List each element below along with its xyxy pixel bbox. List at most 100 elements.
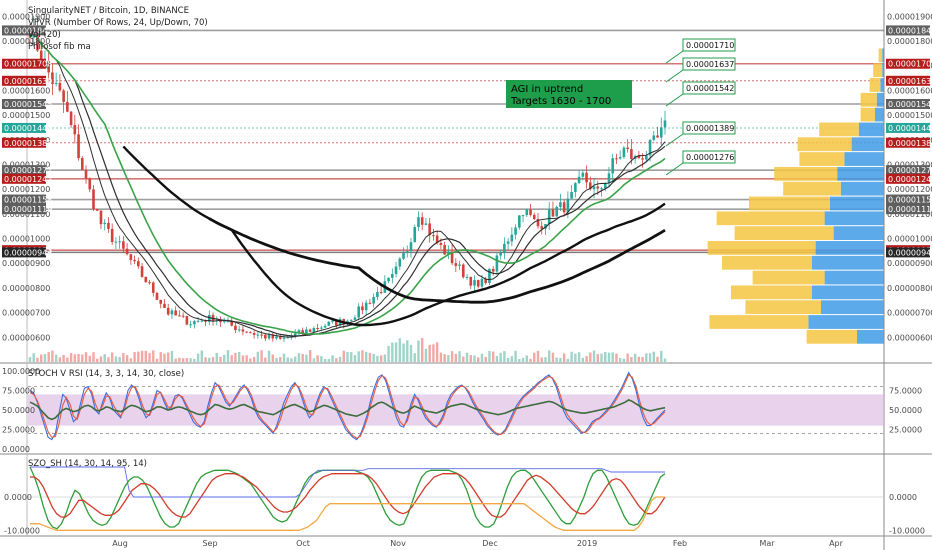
volume-bar [652,351,655,362]
candle-body [506,241,510,244]
profile-up-bar [837,166,884,181]
x-tick: Mar [759,539,775,548]
candle-body [398,258,402,267]
candle-body [185,316,189,325]
volume-bar [566,358,570,362]
x-tick: Sep [202,539,217,548]
profile-down-bar [869,78,881,92]
candle-body [282,337,286,339]
candle-body [252,332,256,335]
y-tick-right: 0.00001600 [887,86,932,95]
volume-bar [342,350,345,362]
volume-bar [137,351,140,362]
candle-body [230,320,234,326]
stoch-tick-right: 75.0000 [889,387,922,396]
candle-body [54,82,58,84]
candle-body [409,242,413,252]
volume-bar [424,348,428,362]
candle-body [577,176,581,184]
profile-down-bar [774,166,838,181]
candle-body [544,223,547,229]
volume-bar [544,357,547,362]
profile-down-bar [873,63,883,78]
level-tag-right [886,204,930,215]
annotation-box[interactable]: AGI in uptrend Targets 1630 - 1700 [506,80,632,108]
indicator-fib-ma: Philosof fib ma [28,42,91,52]
candle-body [476,280,480,287]
volume-bar [656,356,659,362]
candle-body [525,209,529,216]
candle-body [241,329,245,332]
volume-bar [585,356,588,362]
profile-up-bar [844,152,884,166]
candle-body [200,320,204,322]
candle-body [532,214,536,220]
szo-tick: 0.0000 [4,493,32,502]
volume-bar [279,357,282,362]
volume-bar [323,358,327,362]
level-label-right: 0.00001388 [888,139,932,148]
candle-body [129,254,133,260]
volume-bar [230,355,233,362]
candle-body [435,235,439,244]
profile-up-bar [880,78,884,92]
szo-title: SZO_SH (14, 30, 14, 95, 14) [28,459,147,469]
profile-down-bar [797,137,852,152]
volume-bar [630,356,633,362]
szo-tick: -10.0000 [4,526,40,535]
target-label: 0.00001710 [686,41,734,50]
volume-bar [361,350,364,362]
volume-bar [465,352,469,362]
level-label-right: 0.00001242 [888,175,932,184]
volume-bar [312,358,316,362]
volume-bar [604,352,607,362]
target-box [682,57,736,71]
candle-body [495,255,499,272]
candle-body [417,217,420,228]
volume-profile [707,48,884,344]
volume-bar [122,353,125,362]
volume-bar [473,355,476,362]
profile-down-bar [752,270,825,285]
candle-body [387,277,390,282]
volume-bar [596,354,599,362]
profile-down-bar [806,329,857,344]
candle-body [308,329,312,332]
volume-bar [379,355,383,362]
level-tag-right [886,75,930,86]
volume-bar [600,353,603,362]
y-tick-right: 0.00001500 [887,111,932,120]
stoch-header: STOCH V RSI (14, 3, 3, 14, 30, close) [28,369,184,379]
volume-bar [391,342,394,362]
volume-bar [533,352,536,362]
candle-body [234,325,237,331]
target-label: 0.00001389 [686,124,734,133]
y-tick-left: 0.00001000 [2,235,50,244]
candle-body [181,315,185,317]
volume-bar [241,355,245,362]
profile-down-bar [731,285,812,300]
ma-line-89 [208,217,666,304]
volume-bar [618,358,622,362]
candle-body [39,50,43,63]
candle-body [443,244,446,255]
volume-bar [622,358,626,362]
indicator-vol: Vol (20) [28,30,61,40]
candle-body [357,306,361,318]
candle-body [607,173,611,184]
volume-bar [660,350,663,362]
volume-bar [69,353,73,362]
volume-bar [51,350,54,362]
candle-body [144,276,148,283]
candle-body [107,222,110,229]
volume-bar [47,352,50,362]
candle-body [133,259,136,262]
volume-bar [267,350,271,362]
volume-bar [204,357,207,362]
volume-bar [148,352,151,362]
level-tag-left [2,122,46,133]
volume-bar [155,358,159,362]
candle-body [450,251,454,264]
candle-body [77,134,80,159]
